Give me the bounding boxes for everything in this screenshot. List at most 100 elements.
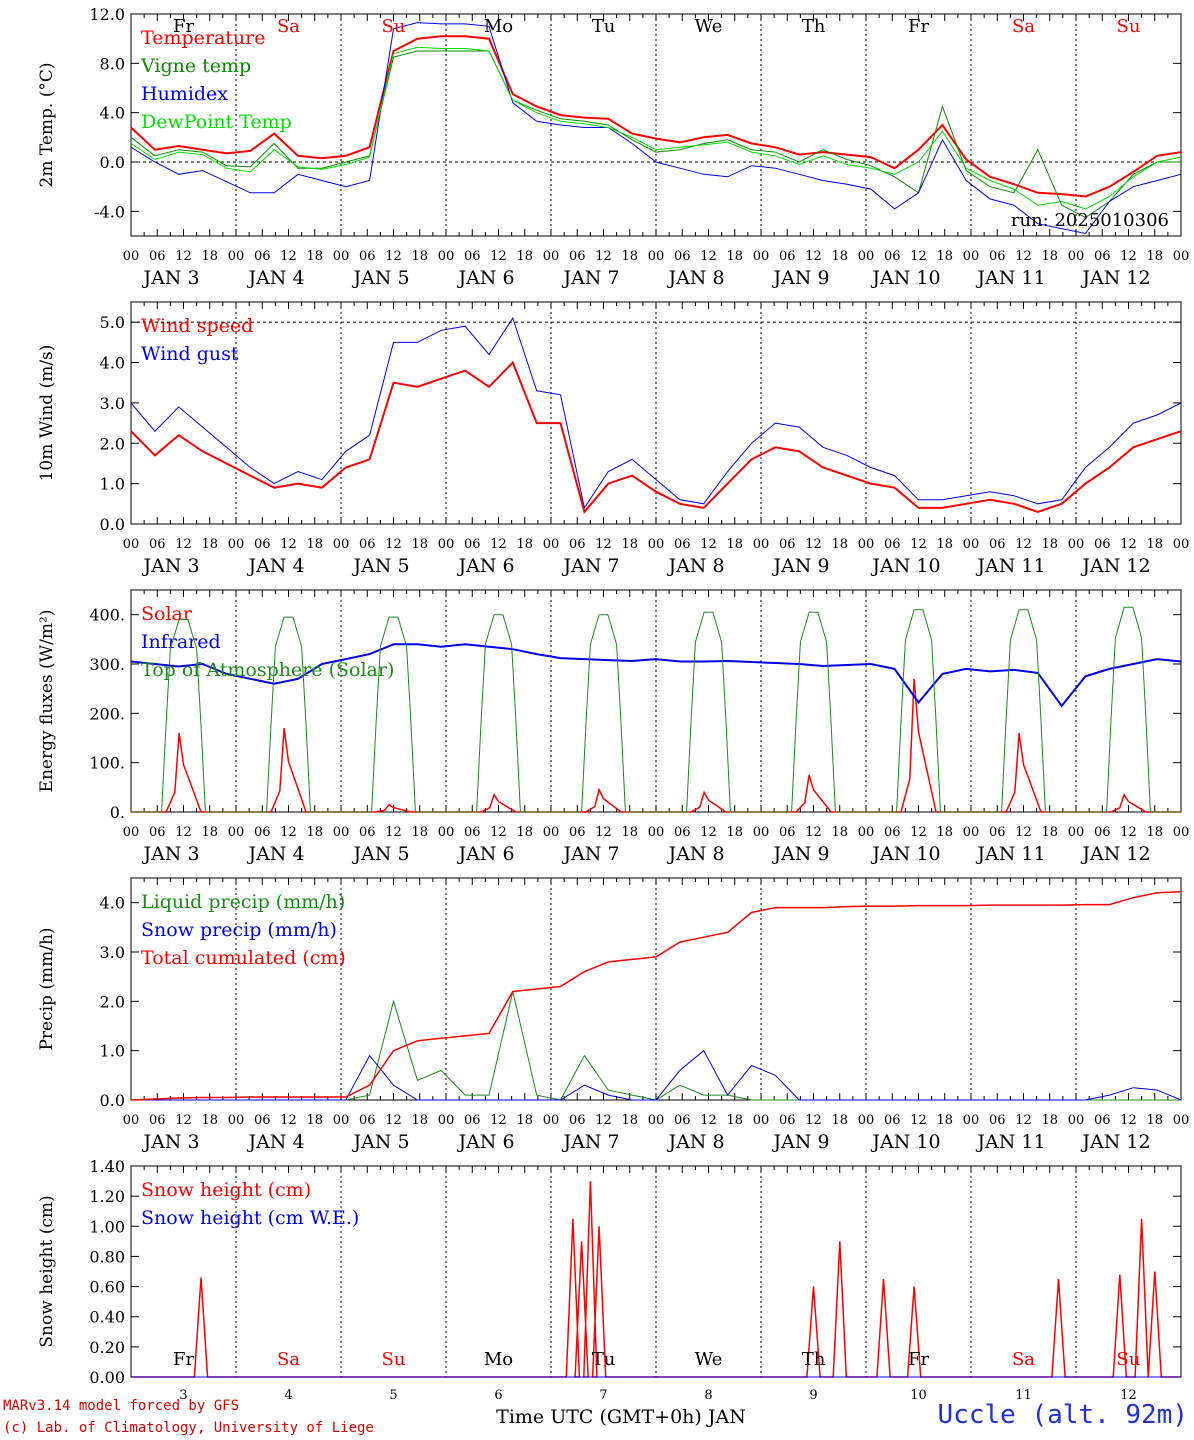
hour-tick-label: 12 — [280, 537, 297, 552]
weekday-label: Sa — [277, 1349, 300, 1370]
hour-tick-label: 06 — [779, 1113, 796, 1128]
date-label: JAN 8 — [666, 843, 724, 865]
hour-tick-label: 12 — [1015, 1113, 1032, 1128]
date-label: JAN 7 — [561, 843, 619, 865]
hour-tick-label: 18 — [1041, 1113, 1058, 1128]
weekday-label: Su — [1117, 16, 1141, 37]
y-tick-label: 1.40 — [89, 1157, 125, 1176]
hour-tick-label: 00 — [228, 825, 245, 840]
hour-tick-label: 00 — [333, 825, 350, 840]
date-label: JAN 7 — [561, 267, 619, 289]
date-label: JAN 7 — [561, 555, 619, 577]
hour-tick-label: 18 — [411, 537, 428, 552]
date-label: JAN 8 — [666, 267, 724, 289]
y-tick-label: 300. — [89, 655, 125, 674]
hour-tick-label: 18 — [516, 537, 533, 552]
hour-tick-label: 12 — [280, 1113, 297, 1128]
chart-panel-5: 0.00 0.20 0.40 0.60 0.80 1.00 1.20 1.40 Snow hei… — [37, 1157, 1182, 1428]
hour-tick-label: 06 — [254, 537, 271, 552]
hour-tick-label: 06 — [1094, 249, 1111, 264]
hour-tick-label: 06 — [674, 1113, 691, 1128]
weekday-label: Mo — [484, 1349, 513, 1370]
hour-tick-label: 00 — [123, 249, 140, 264]
hour-tick-label: 00 — [858, 825, 875, 840]
hour-tick-label: 06 — [359, 825, 376, 840]
date-label: JAN 4 — [246, 555, 304, 577]
hour-tick-label: 12 — [1015, 825, 1032, 840]
hour-tick-label: 12 — [700, 1113, 717, 1128]
hour-tick-label: 06 — [149, 249, 166, 264]
day-number-label: 11 — [1015, 1388, 1032, 1403]
hour-tick-label: 06 — [884, 537, 901, 552]
series-line-snow-precip-mm-h- — [131, 1049, 1182, 1101]
hour-tick-label: 00 — [1173, 825, 1190, 840]
hour-tick-label: 12 — [490, 825, 507, 840]
hour-tick-label: 06 — [359, 537, 376, 552]
weekday-label: Fr — [908, 16, 929, 37]
hour-tick-label: 00 — [1068, 825, 1085, 840]
hour-tick-label: 00 — [543, 825, 560, 840]
series-line-total-cumulated-cm- — [130, 891, 1182, 1101]
y-axis-label: 10m Wind (m/s) — [37, 345, 57, 482]
date-label: JAN 11 — [975, 555, 1045, 577]
hour-tick-label: 06 — [884, 825, 901, 840]
hour-tick-label: 12 — [910, 1113, 927, 1128]
weekday-label: Su — [382, 1349, 406, 1370]
weekday-label: Mo — [484, 16, 513, 37]
y-tick-label: 0.20 — [89, 1338, 125, 1357]
hour-tick-label: 06 — [569, 537, 586, 552]
hour-tick-label: 00 — [543, 1113, 560, 1128]
weekday-label: Tu — [592, 1349, 616, 1370]
weekday-label: Su — [382, 16, 406, 37]
hour-tick-label: 06 — [884, 249, 901, 264]
hour-tick-label: 12 — [175, 249, 192, 264]
hour-tick-label: 18 — [201, 537, 218, 552]
y-tick-label: 8.0 — [100, 54, 125, 73]
y-axis-label: Energy fluxes (W/m²) — [37, 610, 57, 793]
y-tick-label: 2.0 — [100, 992, 125, 1011]
series-line-top-of-atmosphere-solar- — [131, 606, 1181, 813]
hour-tick-label: 18 — [831, 249, 848, 264]
date-label: JAN 6 — [456, 1131, 514, 1153]
y-tick-label: 2.0 — [100, 434, 125, 453]
hour-tick-label: 06 — [1094, 825, 1111, 840]
hour-tick-label: 00 — [333, 537, 350, 552]
y-tick-label: 0.0 — [100, 1091, 125, 1110]
series-line-humidex — [130, 22, 1182, 235]
date-label: JAN 9 — [771, 555, 829, 577]
hour-tick-label: 12 — [1015, 537, 1032, 552]
legend-entry: Liquid precip (mm/h) — [141, 891, 345, 913]
y-tick-label: 12.0 — [89, 5, 125, 24]
day-number-label: 4 — [284, 1388, 292, 1403]
date-label: JAN 11 — [975, 843, 1045, 865]
hour-tick-label: 18 — [411, 249, 428, 264]
y-tick-label: 4.0 — [100, 354, 125, 373]
hour-tick-label: 00 — [1068, 1113, 1085, 1128]
hour-tick-label: 06 — [989, 825, 1006, 840]
hour-tick-label: 00 — [438, 1113, 455, 1128]
day-number-label: 10 — [910, 1388, 927, 1403]
date-label: JAN 6 — [456, 555, 514, 577]
hour-tick-label: 18 — [831, 1113, 848, 1128]
hour-tick-label: 12 — [385, 1113, 402, 1128]
legend-entry: Top of Atmosphere (Solar) — [141, 659, 394, 681]
hour-tick-label: 18 — [306, 249, 323, 264]
date-label: JAN 4 — [246, 1131, 304, 1153]
hour-tick-label: 18 — [621, 249, 638, 264]
hour-tick-label: 06 — [779, 537, 796, 552]
hour-tick-label: 00 — [753, 537, 770, 552]
hour-tick-label: 06 — [149, 825, 166, 840]
hour-tick-label: 18 — [1041, 825, 1058, 840]
hour-tick-label: 18 — [306, 825, 323, 840]
y-tick-label: 1.00 — [89, 1217, 125, 1236]
hour-tick-label: 18 — [726, 249, 743, 264]
hour-tick-label: 00 — [1068, 537, 1085, 552]
date-label: JAN 11 — [975, 1131, 1045, 1153]
hour-tick-label: 00 — [963, 1113, 980, 1128]
hour-tick-label: 00 — [438, 537, 455, 552]
hour-tick-label: 06 — [989, 249, 1006, 264]
hour-tick-label: 18 — [621, 537, 638, 552]
y-tick-label: 3.0 — [100, 394, 125, 413]
day-number-label: 6 — [494, 1388, 502, 1403]
hour-tick-label: 12 — [595, 825, 612, 840]
